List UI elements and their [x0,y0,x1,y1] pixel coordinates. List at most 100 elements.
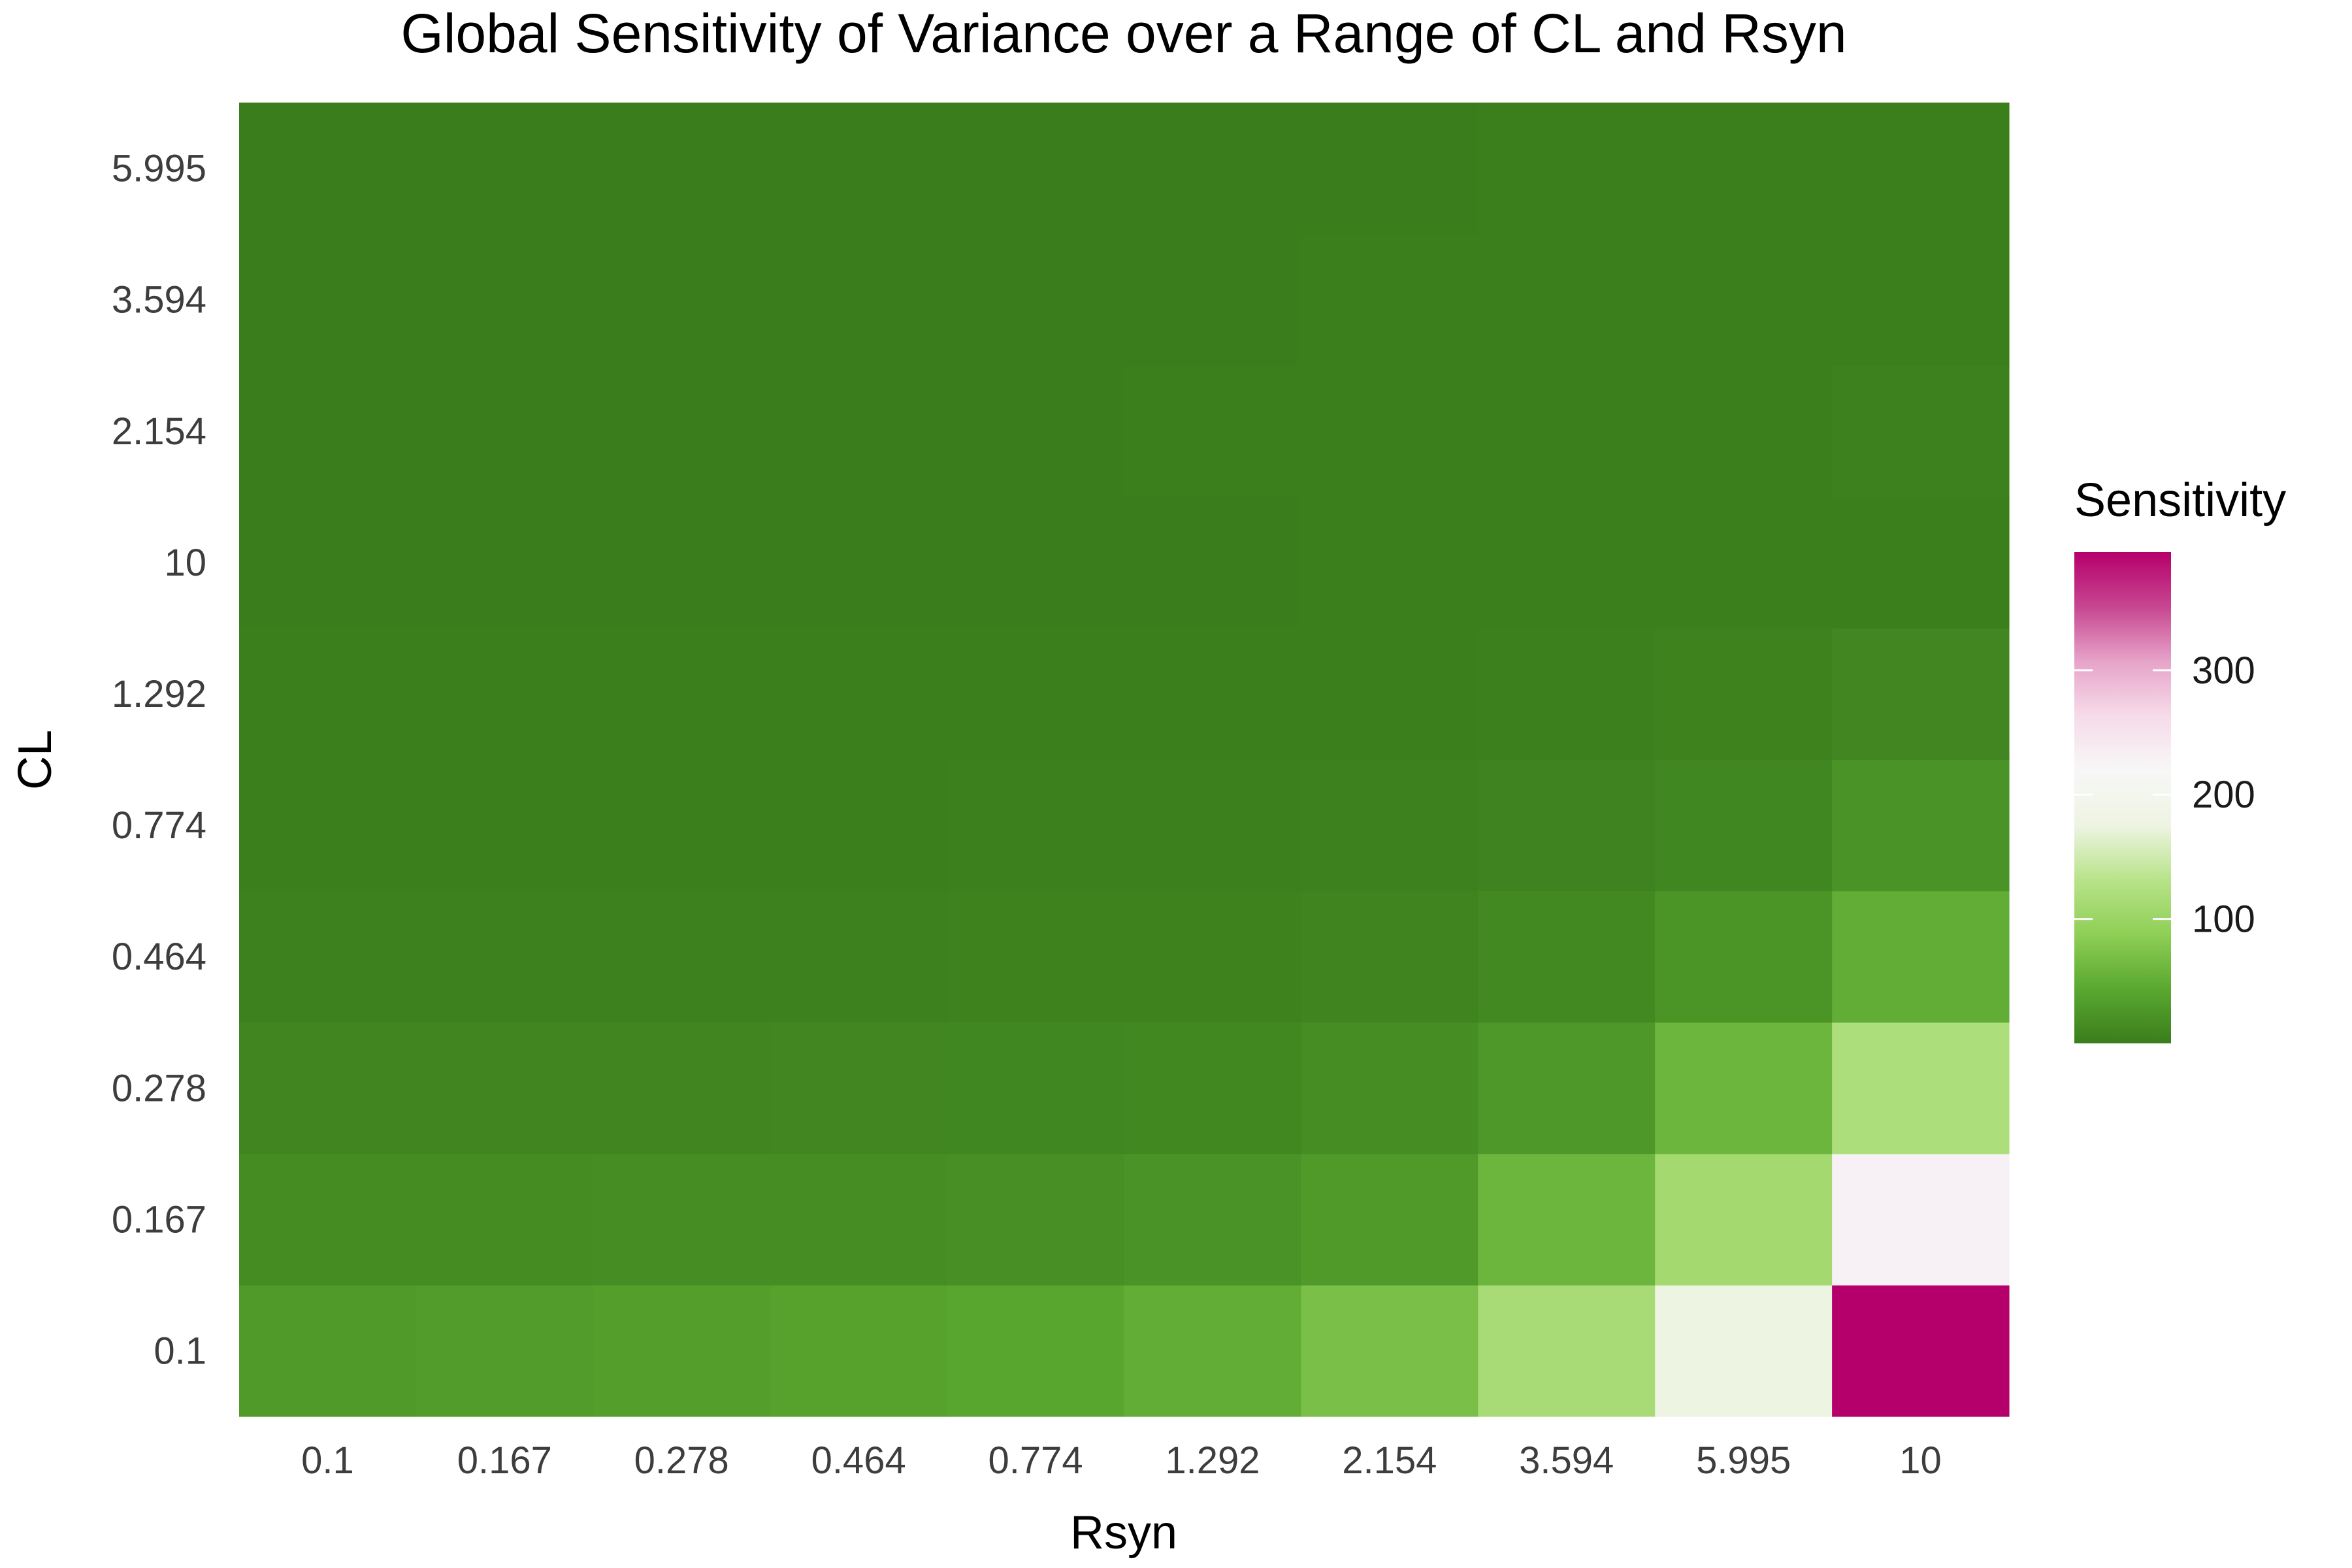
heatmap-cell [1655,103,1833,235]
legend-tick-label: 200 [2192,774,2255,816]
heatmap-cell [1832,759,2010,892]
heatmap-cell [239,1284,417,1417]
heatmap-cell [947,628,1125,760]
heatmap-cell [1124,497,1301,629]
heatmap-cell [416,1153,594,1286]
heatmap-cell [1124,628,1301,760]
y-tick-label: 0.464 [112,936,206,978]
heatmap-cell [947,890,1125,1023]
heatmap-cell [593,365,771,497]
heatmap-cell [416,628,594,760]
heatmap-cell [1124,1284,1301,1417]
heatmap-cell [1832,1284,2010,1417]
heatmap-cell [593,1284,771,1417]
heatmap-cell [1655,1284,1833,1417]
y-tick-label: 0.278 [112,1067,206,1109]
heatmap-cell [1301,1153,1478,1286]
y-tick-label: 0.1 [154,1330,206,1372]
y-axis-title: CL [9,730,61,790]
heatmap-cell [1832,890,2010,1023]
heatmap-cell [1478,1022,1656,1154]
heatmap-cell [770,365,948,497]
heatmap-cell [1478,365,1656,497]
heatmap-cell [770,628,948,760]
y-tick-labels: 0.1 0.167 0.278 0.464 0.774 1.292 10 2.154 3.594… [112,148,206,1373]
heatmap-cell [593,497,771,629]
heatmap-cell [1301,1284,1478,1417]
heatmap-cell [1655,1153,1833,1286]
x-tick-label: 1.292 [1165,1439,1260,1482]
y-tick-label: 0.774 [112,804,206,847]
heatmap-cell [1301,890,1478,1023]
x-tick-label: 0.1 [301,1439,354,1482]
heatmap-cell [1301,628,1478,760]
heatmap-cell [1478,497,1656,629]
heatmap-cell [770,1153,948,1286]
heatmap-cell [1124,234,1301,366]
heatmap-cell [947,1284,1125,1417]
heatmap-cell [1124,1153,1301,1286]
heatmap-cell [1301,234,1478,366]
x-tick-label: 0.167 [457,1439,552,1482]
heatmap-cell [1832,1022,2010,1154]
heatmap-cell [947,103,1125,235]
heatmap-cell [593,1153,771,1286]
heatmap-cell [1655,890,1833,1023]
legend-title: Sensitivity [2074,474,2286,527]
heatmap-cell [1124,890,1301,1023]
heatmap-cell [239,890,417,1023]
heatmap-cells [239,103,2010,1417]
heatmap-cell [770,103,948,235]
chart-title: Global Sensitivity of Variance over a Ra… [400,3,1846,64]
heatmap-cell [416,759,594,892]
heatmap-cell [1655,365,1833,497]
heatmap-cell [947,365,1125,497]
heatmap-cell [770,234,948,366]
heatmap-cell [1124,103,1301,235]
heatmap-cell [239,1022,417,1154]
legend-tick-label: 300 [2192,649,2255,692]
legend-colorbar [2074,552,2171,1043]
heatmap-cell [1124,759,1301,892]
heatmap-cell [416,1284,594,1417]
heatmap-cell [416,103,594,235]
x-tick-label: 5.995 [1696,1439,1791,1482]
heatmap-cell [947,497,1125,629]
heatmap-cell [416,890,594,1023]
heatmap-cell [1301,497,1478,629]
y-tick-label: 2.154 [112,410,206,453]
x-tick-label: 0.774 [988,1439,1083,1482]
heatmap-cell [1832,234,2010,366]
y-tick-label: 10 [164,542,206,584]
heatmap-cell [1832,365,2010,497]
heatmap-cell [593,103,771,235]
heatmap-cell [239,628,417,760]
heatmap-cell [1832,103,2010,235]
x-tick-label: 2.154 [1342,1439,1437,1482]
x-tick-label: 10 [1899,1439,1942,1482]
heatmap-cell [239,103,417,235]
heatmap-cell [1478,1153,1656,1286]
heatmap-cell [239,234,417,366]
heatmap-cell [1655,1022,1833,1154]
heatmap-cell [416,365,594,497]
x-tick-label: 0.464 [811,1439,906,1482]
heatmap-cell [416,234,594,366]
heatmap-cell [1301,759,1478,892]
y-tick-label: 0.167 [112,1198,206,1241]
heatmap-cell [239,759,417,892]
heatmap-cell [1478,759,1656,892]
heatmap-cell [1655,234,1833,366]
heatmap-cell [947,1022,1125,1154]
heatmap-cell [1832,1153,2010,1286]
heatmap-cell [1832,497,2010,629]
heatmap-cell [1478,234,1656,366]
heatmap-cell [1478,103,1656,235]
heatmap-cell [1301,1022,1478,1154]
heatmap-cell [593,234,771,366]
heatmap-cell [1478,1284,1656,1417]
x-tick-labels: 0.1 0.167 0.278 0.464 0.774 1.292 2.154 3.594 5.… [301,1439,1942,1482]
heatmap-cell [1655,759,1833,892]
heatmap-cell [947,759,1125,892]
